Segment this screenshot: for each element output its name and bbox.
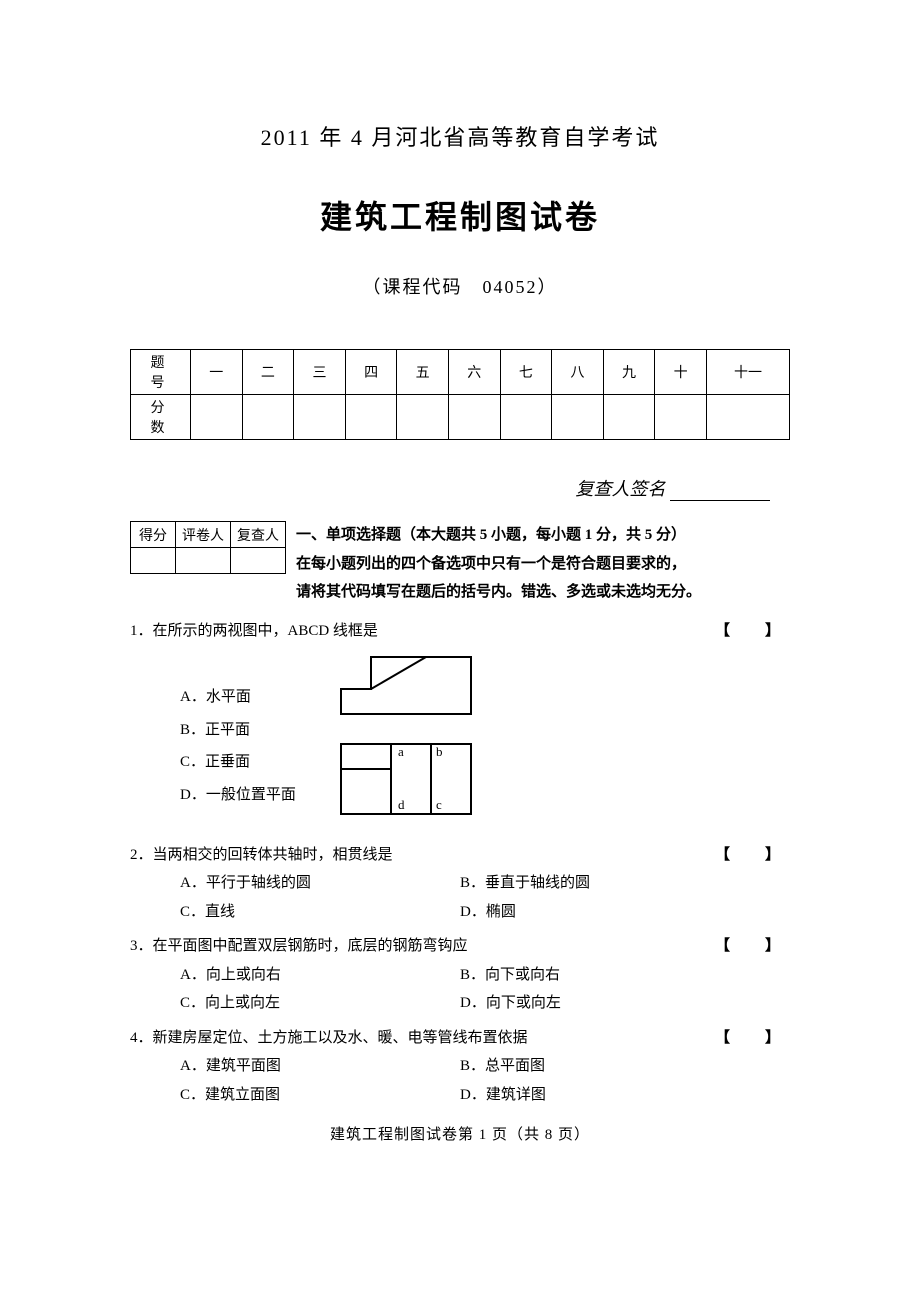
question-3: 3．在平面图中配置双层钢筋时，底层的钢筋弯钩应 【 】 A．向上或向右 B．向下…: [130, 932, 790, 1018]
section1-intro: 一、单项选择题（本大题共 5 小题，每小题 1 分，共 5 分） 在每小题列出的…: [296, 521, 790, 607]
signature-underline: [670, 500, 770, 501]
label-c: c: [436, 797, 442, 812]
score-col: 十一: [706, 350, 789, 395]
score-col: 二: [242, 350, 294, 395]
header-subtitle: 2011 年 4 月河北省高等教育自学考试: [130, 120, 790, 152]
q4-optA: A．建筑平面图: [180, 1052, 460, 1081]
score-cell: [294, 395, 346, 440]
score-col: 十: [655, 350, 707, 395]
score-cell: [500, 395, 552, 440]
q1-options: A．水平面 B．正平面 C．正垂面 D．一般位置平面: [180, 649, 296, 835]
question-2: 2．当两相交的回转体共轴时，相贯线是 【 】 A．平行于轴线的圆 B．垂直于轴线…: [130, 841, 790, 927]
question-4: 4．新建房屋定位、土方施工以及水、暖、电等管线布置依据 【 】 A．建筑平面图 …: [130, 1024, 790, 1110]
q1-diagram: a b c d: [326, 649, 486, 835]
score-col: 七: [500, 350, 552, 395]
score-col: 九: [603, 350, 655, 395]
diagram-svg: a b c d: [326, 649, 486, 824]
label-d: d: [398, 797, 405, 812]
score-table-label-s: 分 数: [131, 395, 191, 440]
q4-optB: B．总平面图: [460, 1052, 790, 1081]
grader-empty: [131, 548, 176, 574]
score-cell: [242, 395, 294, 440]
score-cell: [552, 395, 604, 440]
score-table-label-q: 题 号: [131, 350, 191, 395]
score-cell: [603, 395, 655, 440]
grader-empty: [231, 548, 286, 574]
q1-optB: B．正平面: [180, 716, 296, 745]
grader-cell: 得分: [131, 522, 176, 548]
score-col: 四: [345, 350, 397, 395]
q1-optC: C．正垂面: [180, 748, 296, 777]
q4-optC: C．建筑立面图: [180, 1081, 460, 1110]
q3-optB: B．向下或向右: [460, 961, 790, 990]
q3-optA: A．向上或向右: [180, 961, 460, 990]
answer-bracket: 【 】: [715, 617, 790, 646]
q4-optD: D．建筑详图: [460, 1081, 790, 1110]
score-cell: [397, 395, 449, 440]
main-title: 建筑工程制图试卷: [130, 192, 790, 238]
score-table-header-row: 题 号 一 二 三 四 五 六 七 八 九 十 十一: [131, 350, 790, 395]
answer-bracket: 【 】: [715, 841, 790, 870]
q4-stem: 4．新建房屋定位、土方施工以及水、暖、电等管线布置依据: [130, 1024, 528, 1053]
q1-optD: D．一般位置平面: [180, 781, 296, 810]
score-col: 八: [552, 350, 604, 395]
score-cell: [191, 395, 243, 440]
score-col: 三: [294, 350, 346, 395]
q2-optC: C．直线: [180, 898, 460, 927]
q2-optA: A．平行于轴线的圆: [180, 869, 460, 898]
score-table-value-row: 分 数: [131, 395, 790, 440]
signature-label: 复查人签名: [576, 479, 666, 499]
answer-bracket: 【 】: [715, 932, 790, 961]
q2-optB: B．垂直于轴线的圆: [460, 869, 790, 898]
section1-desc: 在每小题列出的四个备选项中只有一个是符合题目要求的，: [296, 550, 790, 579]
answer-bracket: 【 】: [715, 1024, 790, 1053]
course-code: （课程代码 04052）: [130, 273, 790, 299]
grader-cell: 复查人: [231, 522, 286, 548]
question-1: 1．在所示的两视图中，ABCD 线框是 【 】 A．水平面 B．正平面 C．正垂…: [130, 617, 790, 835]
section1-desc: 请将其代码填写在题后的括号内。错选、多选或未选均无分。: [296, 578, 790, 607]
score-cell: [448, 395, 500, 440]
score-col: 五: [397, 350, 449, 395]
score-table: 题 号 一 二 三 四 五 六 七 八 九 十 十一 分 数: [130, 349, 790, 440]
score-col: 六: [448, 350, 500, 395]
page-footer: 建筑工程制图试卷第 1 页（共 8 页）: [130, 1123, 790, 1144]
q1-stem: 1．在所示的两视图中，ABCD 线框是: [130, 617, 378, 646]
grader-cell: 评卷人: [176, 522, 231, 548]
q1-optA: A．水平面: [180, 683, 296, 712]
section1-title: 一、单项选择题（本大题共 5 小题，每小题 1 分，共 5 分）: [296, 521, 790, 550]
q2-optD: D．椭圆: [460, 898, 790, 927]
grader-empty: [176, 548, 231, 574]
label-b: b: [436, 744, 443, 759]
q3-optD: D．向下或向左: [460, 989, 790, 1018]
q3-stem: 3．在平面图中配置双层钢筋时，底层的钢筋弯钩应: [130, 932, 468, 961]
section1-row: 得分 评卷人 复查人 一、单项选择题（本大题共 5 小题，每小题 1 分，共 5…: [130, 521, 790, 607]
score-col: 一: [191, 350, 243, 395]
score-cell: [345, 395, 397, 440]
score-cell: [655, 395, 707, 440]
q3-optC: C．向上或向左: [180, 989, 460, 1018]
q2-stem: 2．当两相交的回转体共轴时，相贯线是: [130, 841, 393, 870]
grader-table: 得分 评卷人 复查人: [130, 521, 286, 574]
score-cell: [706, 395, 789, 440]
label-a: a: [398, 744, 404, 759]
signature-line: 复查人签名: [130, 475, 790, 501]
